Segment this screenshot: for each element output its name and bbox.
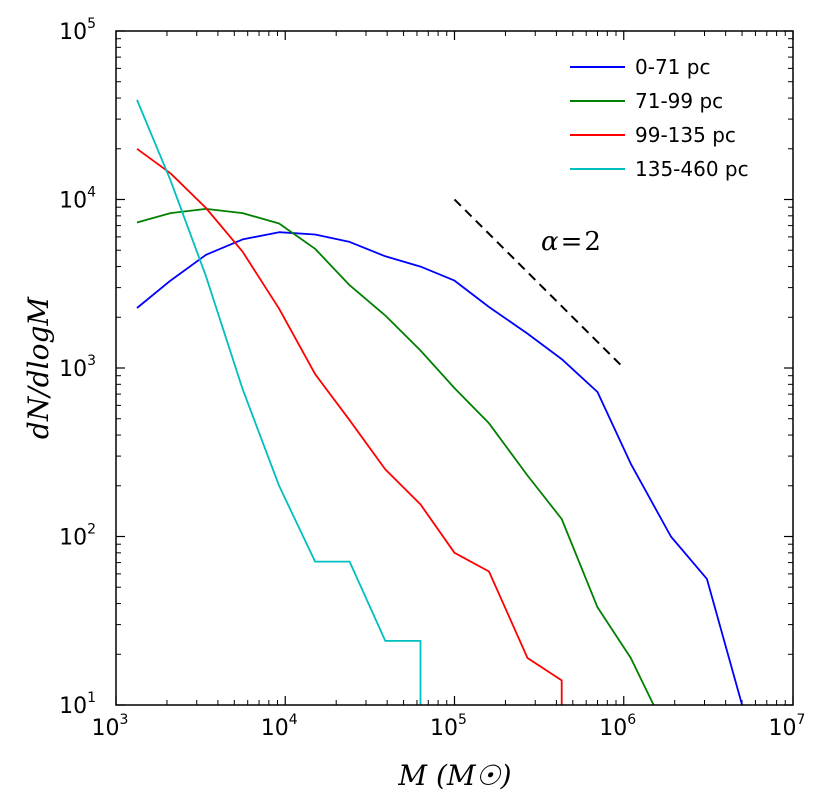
series-layer bbox=[136, 99, 743, 706]
series-line-2 bbox=[136, 148, 563, 705]
reference-line-group bbox=[453, 198, 625, 369]
x-tick-label: 106 bbox=[599, 712, 636, 741]
legend-label: 71-99 pc bbox=[635, 89, 723, 113]
legend-label: 135-460 pc bbox=[635, 157, 749, 181]
x-tick-label: 104 bbox=[261, 712, 298, 741]
reference-line-label-symbol: α bbox=[541, 227, 559, 257]
series-line-0 bbox=[136, 231, 743, 706]
x-tick-labels: 103 104 105 106 107 bbox=[92, 712, 806, 741]
reference-line-label-value: 2 bbox=[584, 227, 601, 257]
reference-line bbox=[453, 198, 625, 369]
x-tick-label: 105 bbox=[430, 712, 467, 741]
y-tick-labels: 101 102 103 104 105 bbox=[59, 16, 96, 719]
y-axis-label: dN/dlogM bbox=[22, 296, 55, 440]
plot-area bbox=[116, 31, 793, 705]
y-tick-label: 104 bbox=[59, 185, 96, 214]
y-tick-label: 101 bbox=[59, 690, 96, 719]
legend: 0-71 pc 71-99 pc 99-135 pc 135-460 pc bbox=[570, 55, 749, 181]
series-line-1 bbox=[136, 207, 655, 706]
legend-label: 99-135 pc bbox=[635, 123, 736, 147]
minor-ticks bbox=[116, 31, 793, 705]
reference-line-label: α=2 bbox=[541, 227, 601, 257]
y-tick-label: 105 bbox=[59, 16, 96, 45]
reference-line-label-eq: = bbox=[561, 227, 583, 257]
x-axis-label: M (M☉) bbox=[397, 759, 511, 792]
plot-frame bbox=[115, 30, 794, 706]
legend-label: 0-71 pc bbox=[635, 55, 710, 79]
x-tick-label: 103 bbox=[92, 712, 129, 741]
x-tick-label: 107 bbox=[769, 712, 806, 741]
y-tick-label: 102 bbox=[59, 522, 96, 551]
y-tick-label: 103 bbox=[59, 353, 96, 382]
series-line-3 bbox=[136, 99, 422, 705]
